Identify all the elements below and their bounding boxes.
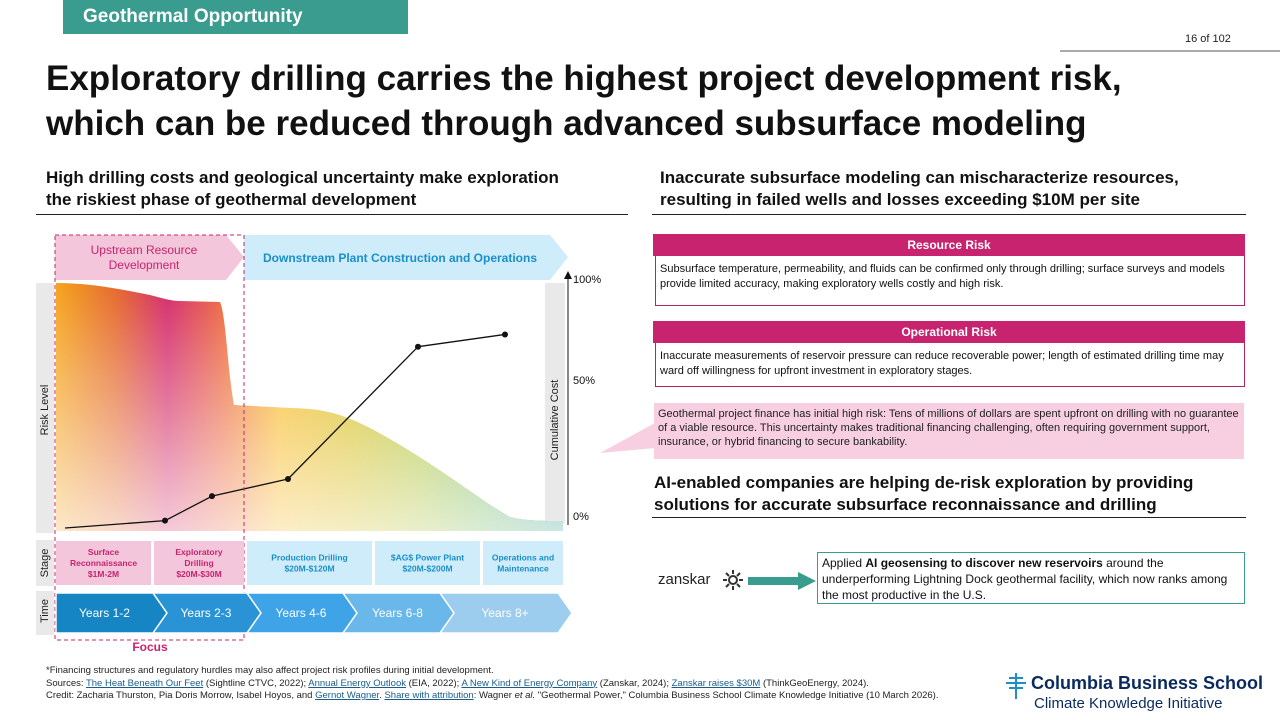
stage-label: $20M-$120M: [284, 564, 334, 574]
stage-label: $20M-$30M: [176, 569, 221, 579]
stage-box: [56, 541, 151, 585]
cbs-logo-sub: Climate Knowledge Initiative: [1034, 695, 1223, 712]
focus-outline: [54, 234, 245, 641]
stage-axis-band: [36, 540, 54, 586]
stage-label: Surface: [88, 547, 119, 557]
resource-risk-title: Resource Risk: [653, 234, 1245, 256]
cost-point: [502, 331, 508, 338]
phase-downstream-label: Downstream Plant Construction and Operat…: [263, 251, 537, 265]
stage-label: Drilling: [184, 558, 213, 568]
time-label: Years 1-2: [79, 606, 130, 620]
cbs-logo-name: Columbia Business School: [1031, 673, 1264, 693]
phase-upstream-line2: Development: [109, 258, 180, 272]
left-rule: [36, 214, 628, 215]
cost-tick-label: 100%: [573, 274, 601, 286]
cost-axis-band: [545, 283, 565, 523]
operational-risk-title: Operational Risk: [653, 321, 1245, 343]
stage-box: [154, 541, 244, 585]
time-axis-band: [36, 591, 54, 635]
phase-upstream-line1: Upstream Resource: [91, 243, 198, 257]
columbia-crown-icon: [1006, 673, 1026, 699]
risk-axis-label: Risk Level: [39, 385, 51, 436]
cost-axis-arrow-icon: [564, 271, 572, 279]
cost-point: [285, 476, 291, 482]
resource-risk-box: Resource Risk Subsurface temperature, pe…: [653, 234, 1245, 306]
cost-line-segment: [287, 346, 419, 480]
cost-line-segment: [211, 478, 289, 497]
cost-point: [162, 517, 168, 524]
right-rule: [652, 214, 1246, 215]
time-label: Years 4-6: [276, 606, 327, 620]
stage-label: $AG$ Power Plant: [391, 553, 464, 563]
focus-label: Focus: [132, 640, 168, 654]
callout-pointer: [600, 423, 655, 453]
footer-notes: *Financing structures and regulatory hur…: [46, 665, 939, 701]
stage-label: $20M-$200M: [402, 564, 452, 574]
time-label: Years 6-8: [372, 606, 423, 620]
stage-box: [483, 541, 563, 585]
cost-axis-label: Cumulative Cost: [549, 380, 561, 461]
stage-box: [247, 541, 372, 585]
zanskar-logo: zanskar: [658, 571, 711, 588]
stage-label: Reconnaissance: [70, 558, 137, 568]
ai-rule: [652, 517, 1246, 518]
time-label: Years 8+: [481, 606, 528, 620]
risk-axis-band: [36, 283, 54, 533]
zanskar-description: Applied AI geosensing to discover new re…: [817, 552, 1245, 604]
section-tag: Geothermal Opportunity: [63, 0, 408, 34]
cost-line: [64, 331, 508, 529]
stage-label: Maintenance: [497, 564, 549, 574]
zanskar-mark-icon: [723, 570, 743, 590]
stage-label: Exploratory: [175, 547, 223, 557]
arrow-icon: [748, 572, 816, 590]
cost-line-segment: [64, 520, 166, 529]
stage-box: [375, 541, 480, 585]
phase-upstream-arrow: [55, 235, 244, 280]
stage-label: $1M-2M: [88, 569, 119, 579]
time-row-label: Time: [39, 599, 51, 623]
page-number: 16 of 102: [1185, 33, 1231, 45]
operational-risk-body: Inaccurate measurements of reservoir pre…: [655, 343, 1245, 387]
operational-risk-box: Operational Risk Inaccurate measurements…: [653, 321, 1245, 387]
stage-label: Operations and: [492, 553, 554, 563]
header-rule: [1060, 50, 1280, 52]
source-link-1[interactable]: The Heat Beneath Our Feet: [85, 677, 204, 689]
left-subhead: High drilling costs and geological uncer…: [46, 168, 559, 209]
cost-point: [415, 343, 421, 350]
risk-cost-chart: Upstream Resource Development Downstream…: [36, 234, 601, 654]
share-link[interactable]: Share with attribution: [384, 690, 474, 701]
phase-downstream-arrow: [244, 235, 568, 280]
source-link-4[interactable]: Zanskar raises $30M: [671, 677, 761, 689]
time-label: Years 2-3: [181, 606, 232, 620]
ai-subhead: AI-enabled companies are helping de-risk…: [654, 473, 1194, 514]
right-subhead: Inaccurate subsurface modeling can misch…: [660, 168, 1179, 209]
finance-note: Geothermal project finance has initial h…: [654, 403, 1244, 459]
resource-risk-body: Subsurface temperature, permeability, an…: [655, 256, 1245, 306]
stage-row-label: Stage: [39, 549, 51, 578]
cost-line-segment: [164, 495, 213, 522]
stage-label: Production Drilling: [271, 553, 348, 563]
credit-link-wagner[interactable]: Gernot Wagner: [315, 690, 380, 701]
time-chevron: [438, 592, 573, 634]
page-title: Exploratory drilling carries the highest…: [46, 59, 1122, 143]
cost-tick-label: 50%: [573, 375, 595, 387]
source-link-3[interactable]: A New Kind of Energy Company: [461, 677, 598, 689]
cost-tick-label: 0%: [573, 511, 589, 523]
source-link-2[interactable]: Annual Energy Outlook: [308, 677, 406, 689]
cost-point: [209, 493, 215, 500]
cost-line-segment: [417, 333, 506, 348]
risk-area-fade: [56, 283, 563, 531]
